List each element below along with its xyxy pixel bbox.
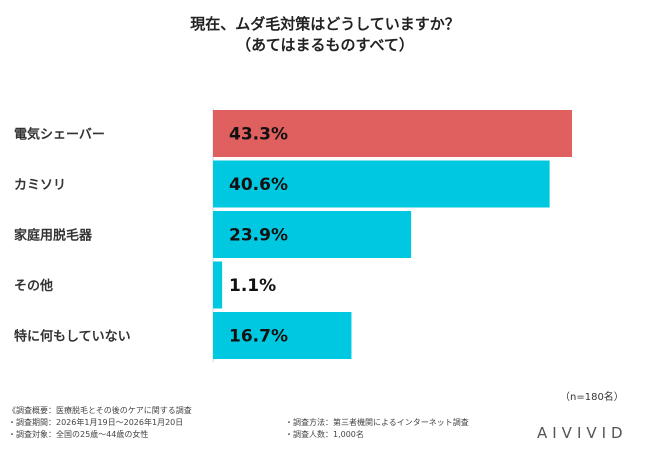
sample-size-note: （n=180名） [560, 392, 624, 403]
chart-title: 現在、ムダ毛対策はどうしていますか？ [190, 15, 460, 33]
category-label-2: 家庭用脱毛器 [14, 228, 93, 244]
bar-0 [213, 110, 572, 157]
category-label-4: 特に何もしていない [14, 329, 131, 345]
footnote-left-1: 《調査概要：医療脱毛とその後のケアに関する調査 [8, 406, 192, 415]
value-label-0: 43.3% [229, 125, 288, 145]
bar-4 [213, 312, 352, 359]
footnote-right-1: ・調査方法：第三者機関によるインターネット調査 [285, 418, 469, 427]
bar-3 [213, 261, 223, 309]
category-label-3: その他 [14, 278, 53, 294]
value-label-2: 23.9% [229, 226, 288, 246]
footnote-left-2: ・調査期間：2026年1月19日～2026年1月20日 [8, 418, 184, 427]
value-label-4: 16.7% [229, 327, 288, 347]
chart-subtitle: （あてはまるものすべて） [236, 36, 414, 54]
value-label-1: 40.6% [229, 175, 288, 195]
bar-2 [213, 211, 412, 258]
footnote-right-2: ・調査人数：1,000名 [285, 430, 364, 439]
brand-logo: AIVIVID [537, 424, 628, 442]
footnote-left-3: ・調査対象：全国の25歳～44歳の女性 [8, 430, 149, 439]
category-label-1: カミソリ [14, 178, 66, 193]
category-label-0: 電気シェーバー [14, 127, 105, 143]
value-label-3: 1.1% [229, 276, 276, 296]
bar-1 [213, 160, 550, 208]
